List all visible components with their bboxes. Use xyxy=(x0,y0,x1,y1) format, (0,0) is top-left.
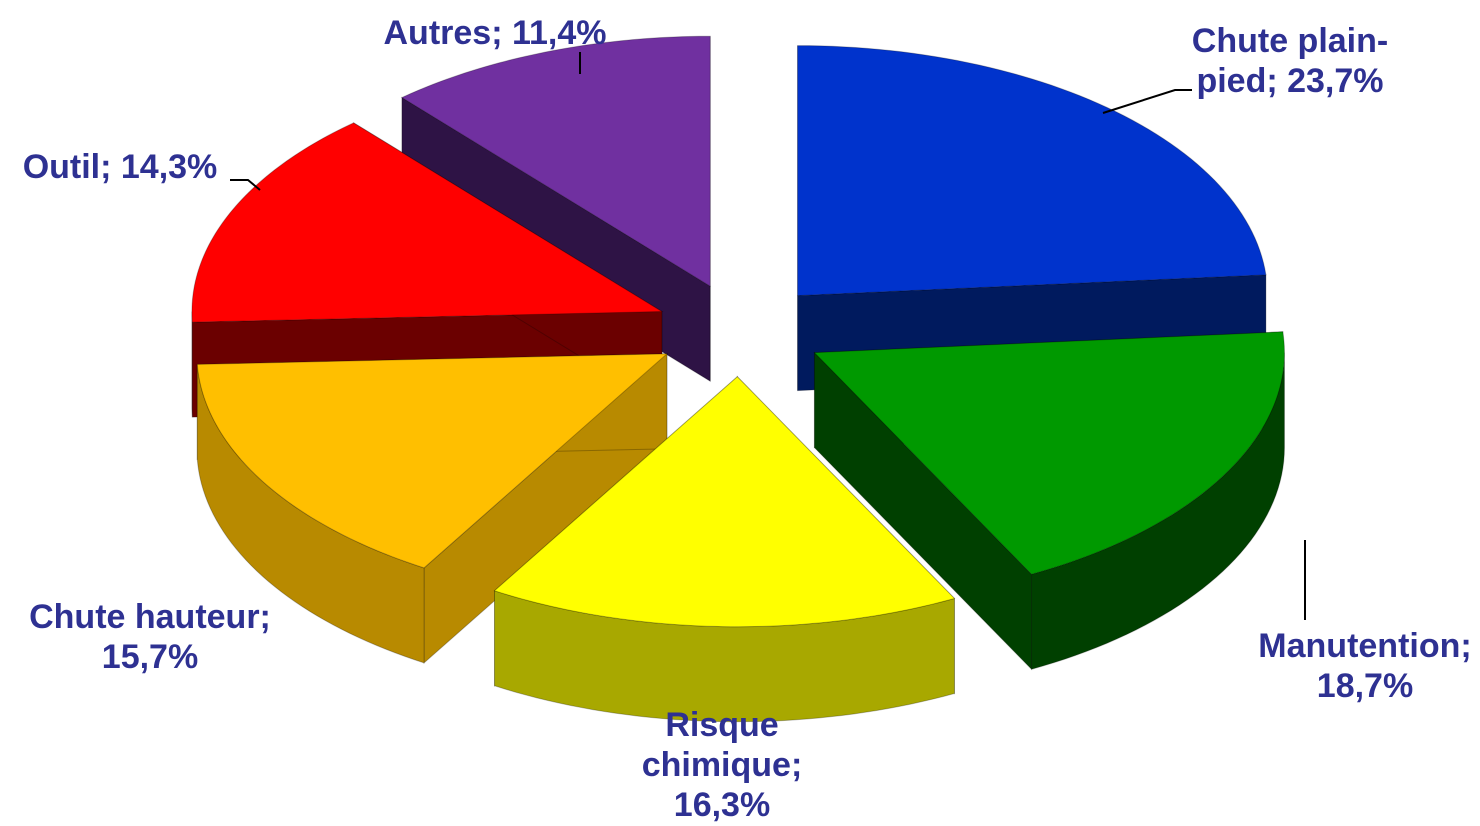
data-label-autres: Autres; 11,4% xyxy=(384,14,607,52)
slice-tops xyxy=(191,35,1285,628)
data-label-chute-plain-pied: Chute plain-pied; 23,7% xyxy=(1192,22,1388,100)
leader-line-outil xyxy=(230,179,261,191)
data-label-manutention: Manutention; 18,7% xyxy=(1258,627,1471,705)
slice-outil xyxy=(191,122,664,323)
slice-autres xyxy=(400,35,711,288)
data-label-outil: Outil; 14,3% xyxy=(23,148,218,186)
slice-chute-plain-pied xyxy=(797,45,1267,297)
slice-chute-hauteur xyxy=(196,353,669,569)
slice-risque-chimique xyxy=(493,376,956,628)
slice-manutention xyxy=(813,331,1285,575)
leader-lines xyxy=(230,52,1306,620)
data-labels: Chute plain-pied; 23,7% Manutention; 18,7%… xyxy=(23,14,1472,824)
data-label-chute-hauteur: Chute hauteur; 15,7% xyxy=(29,598,271,676)
data-label-risque-chimique: Risque chimique; 16,3% xyxy=(642,706,803,824)
leader-line-chute-plain-pied xyxy=(1102,89,1192,114)
